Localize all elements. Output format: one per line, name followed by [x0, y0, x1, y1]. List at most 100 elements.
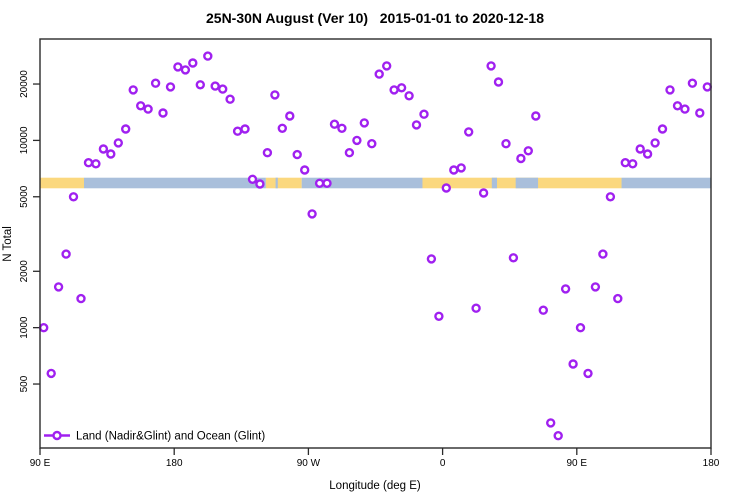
data-point [531, 111, 541, 121]
data-point [307, 209, 317, 219]
data-point [613, 293, 623, 304]
data-point [546, 418, 556, 428]
data-point [419, 109, 429, 119]
data-point [665, 85, 675, 95]
data-point [449, 165, 459, 175]
data-point [575, 323, 586, 333]
legend-label: Land (Nadir&Glint) and Ocean (Glint) [76, 431, 265, 443]
data-point [180, 65, 191, 75]
data-point [434, 311, 444, 321]
band-segment-ocean [491, 177, 498, 189]
data-point [225, 94, 235, 104]
data-point [695, 108, 705, 118]
data-point [441, 183, 451, 193]
band-segment-ocean [275, 177, 278, 189]
data-point [471, 303, 481, 313]
data-point [396, 83, 407, 93]
data-point [337, 123, 347, 134]
data-point [83, 157, 94, 168]
data-point [188, 58, 198, 68]
band-segment-ocean [515, 177, 539, 189]
data-point [560, 284, 571, 294]
data-points [39, 51, 712, 441]
y-tick-label: 5000 [19, 185, 30, 208]
data-point [240, 124, 250, 134]
data-point [173, 62, 183, 72]
x-axis-title: Longitude (deg E) [329, 480, 421, 492]
data-point [300, 165, 310, 175]
data-point [486, 61, 496, 71]
data-point [158, 108, 168, 118]
x-tick-label: 180 [703, 458, 720, 469]
legend-point-symbol [52, 430, 62, 441]
data-point [285, 111, 295, 121]
data-point [53, 282, 64, 292]
data-point [590, 282, 601, 292]
plot-border [39, 38, 712, 449]
band-segment-ocean [621, 177, 712, 189]
data-point [113, 138, 124, 148]
data-point [195, 80, 206, 90]
band-segment-ocean [83, 177, 266, 189]
data-point [344, 147, 355, 158]
data-point [642, 149, 653, 159]
y-axis-ticks: 500 1000 2000 5000 10000 20000 [19, 70, 40, 392]
data-point [635, 144, 645, 154]
x-tick-label: 90 W [297, 458, 321, 469]
band-segment-ocean [301, 177, 423, 189]
y-axis-title: N Total [2, 226, 14, 262]
data-point [605, 192, 616, 202]
data-point [657, 124, 668, 134]
data-point [523, 146, 533, 156]
data-point [426, 254, 437, 264]
data-point [120, 124, 131, 134]
data-point [501, 138, 511, 149]
data-point [508, 253, 519, 263]
data-point [150, 78, 161, 88]
data-point [672, 101, 683, 111]
data-point [650, 138, 660, 148]
data-point [367, 138, 377, 149]
data-point [98, 144, 109, 154]
y-tick-label: 20000 [19, 70, 30, 98]
x-tick-label: 180 [166, 458, 183, 469]
data-point [411, 120, 422, 130]
data-point [210, 81, 220, 91]
data-point [516, 153, 526, 164]
data-point [232, 126, 243, 136]
data-point [247, 174, 258, 185]
data-point [165, 82, 176, 92]
data-point [61, 249, 71, 259]
data-point [687, 78, 698, 88]
data-point [359, 118, 369, 128]
data-point [628, 159, 638, 169]
data-point [493, 77, 504, 87]
chart-title: 25N-30N August (Ver 10) 2015-01-01 to 20… [206, 10, 544, 26]
data-point [389, 85, 399, 95]
x-tick-label: 90 E [30, 458, 51, 469]
data-point [374, 69, 384, 79]
data-point [352, 135, 362, 146]
data-point [329, 119, 340, 129]
data-point [568, 359, 578, 369]
data-point [404, 91, 414, 101]
data-point [538, 305, 548, 315]
data-point [143, 104, 153, 114]
data-point [262, 147, 273, 158]
data-point [128, 85, 138, 95]
data-point [91, 159, 101, 169]
data-point [270, 90, 280, 100]
data-point [277, 123, 287, 134]
data-point [702, 82, 712, 92]
x-axis-ticks: 90 E 180 90 W 0 90 E 180 [30, 448, 720, 469]
data-point [478, 188, 489, 198]
x-tick-label: 0 [440, 458, 446, 469]
y-tick-label: 1000 [19, 316, 30, 339]
data-point [620, 157, 630, 168]
legend: Land (Nadir&Glint) and Ocean (Glint) [44, 431, 265, 443]
data-point [106, 149, 116, 159]
data-point [76, 293, 86, 304]
data-point [314, 178, 325, 189]
